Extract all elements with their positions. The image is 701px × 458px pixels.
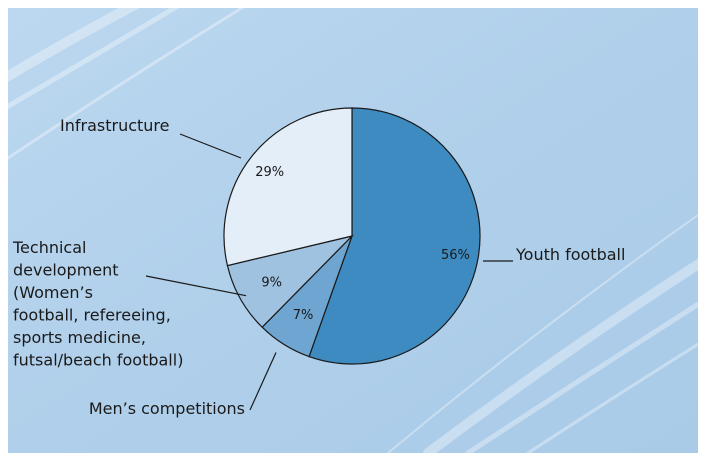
percent-label-technical: 9%: [261, 275, 282, 290]
leader-line-technical: [145, 275, 247, 297]
leader-lines: [145, 133, 513, 411]
percent-label-youth: 56%: [441, 248, 470, 263]
pie-slices: [223, 107, 481, 365]
leader-line-mens: [249, 352, 277, 411]
category-label-infra: Infrastructure: [60, 116, 169, 135]
category-label-technical: Technical development (Women’s football, re…: [12, 238, 183, 370]
percent-label-mens: 7%: [293, 308, 314, 323]
category-label-mens: Men’s competitions: [89, 399, 245, 418]
category-label-youth: Youth football: [515, 245, 625, 264]
percent-labels: 56% 7% 9% 29%: [255, 165, 470, 323]
leader-line-infra: [179, 133, 242, 159]
percent-label-infra: 29%: [255, 165, 284, 180]
pie-slice-infra: [223, 107, 353, 267]
category-labels: Youth football Men’s competitions Technica…: [12, 116, 625, 418]
pie-slice-youth: [308, 107, 481, 365]
